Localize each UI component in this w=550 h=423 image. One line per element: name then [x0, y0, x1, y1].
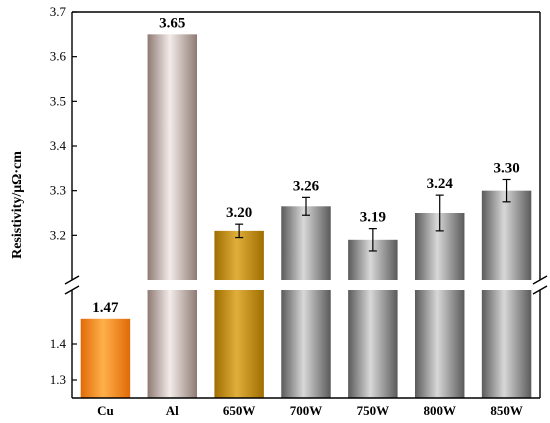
axis-break-gap [64, 280, 548, 290]
bar-850w [481, 190, 532, 398]
y-tick-label-1.3: 1.3 [50, 372, 66, 387]
data-label-cu: 1.47 [92, 300, 119, 316]
x-tick-label-cu: Cu [97, 403, 114, 418]
error-bar-650w [235, 223, 244, 239]
error-bar-750w [368, 228, 377, 252]
bar-700w [281, 206, 331, 398]
error-bar-850w [502, 178, 511, 203]
y-tick-label-3.4: 3.4 [50, 138, 67, 153]
x-tick-label-700w: 700W [290, 403, 323, 418]
x-tick-label-750w: 750W [357, 403, 390, 418]
y-tick-label-3.2: 3.2 [50, 227, 66, 242]
data-label-750w: 3.19 [360, 210, 386, 226]
bar-800w [414, 213, 465, 398]
y-axis-title: Resistivity/μΩ·cm [10, 151, 25, 259]
x-tick-label-al: Al [166, 403, 179, 418]
bar-750w [348, 239, 398, 398]
error-bar-800w [435, 194, 444, 232]
y-tick-label-3.6: 3.6 [50, 49, 67, 64]
error-bar-700w [302, 196, 310, 216]
x-tick-label-800w: 800W [423, 403, 456, 418]
y-tick-label-3.7: 3.7 [50, 4, 67, 19]
bar-al [147, 34, 198, 398]
data-label-850w: 3.30 [493, 161, 519, 177]
data-label-700w: 3.26 [293, 178, 320, 194]
bar-cu [80, 318, 131, 398]
y-tick-label-3.5: 3.5 [50, 93, 66, 108]
x-tick-label-650w: 650W [223, 403, 256, 418]
bar-650w [214, 230, 264, 398]
y-tick-label-3.3: 3.3 [50, 183, 66, 198]
data-label-800w: 3.24 [427, 176, 454, 192]
y-tick-label-1.4: 1.4 [50, 336, 67, 351]
x-tick-label-850w: 850W [490, 403, 523, 418]
data-label-al: 3.65 [159, 15, 185, 31]
data-label-650w: 3.20 [226, 205, 252, 221]
